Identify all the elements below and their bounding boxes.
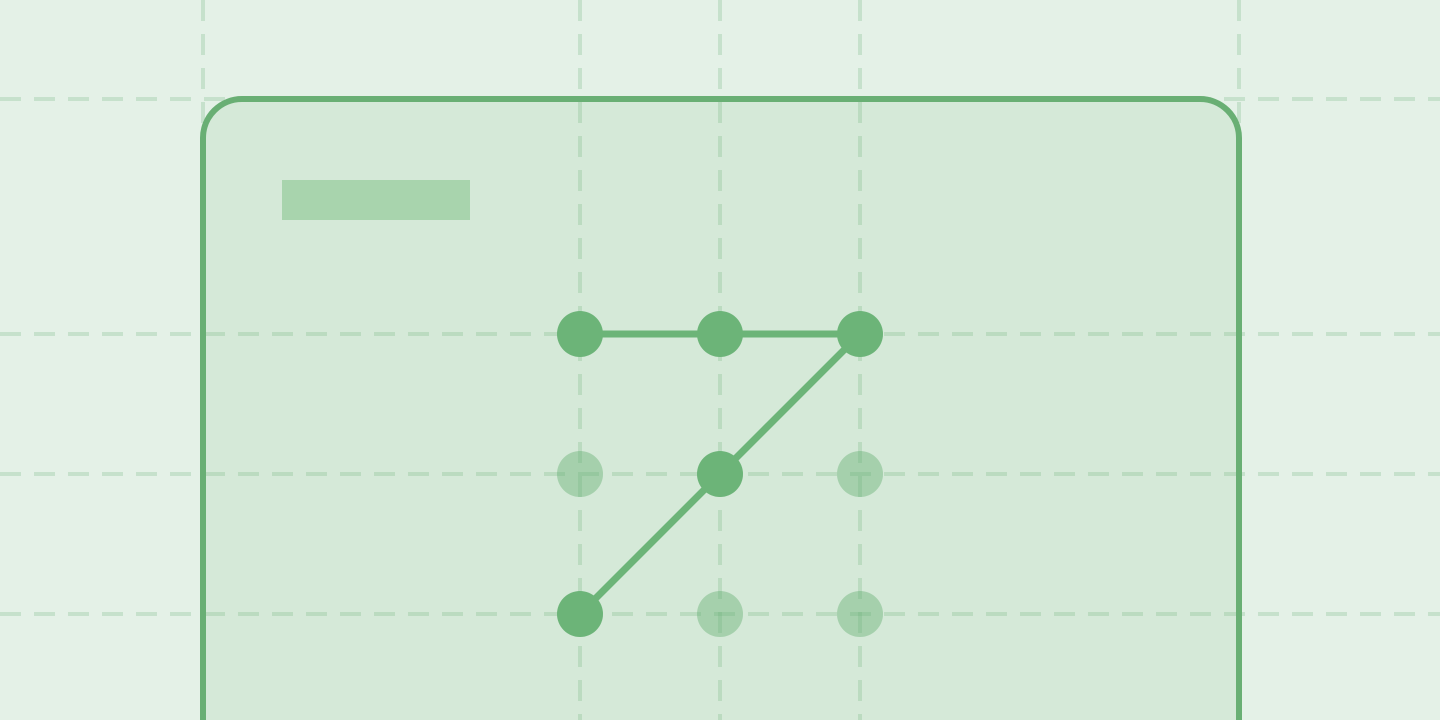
pattern-dot-active-r1c1[interactable] bbox=[697, 451, 743, 497]
pattern-dot-inactive-r2c1[interactable] bbox=[697, 591, 743, 637]
pattern-dot-active-r0c2[interactable] bbox=[837, 311, 883, 357]
pattern-dot-inactive-r1c2[interactable] bbox=[837, 451, 883, 497]
pattern-dot-inactive-r2c2[interactable] bbox=[837, 591, 883, 637]
pattern-dot-active-r0c0[interactable] bbox=[557, 311, 603, 357]
title-placeholder-bar bbox=[282, 180, 470, 220]
pattern-dot-inactive-r1c0[interactable] bbox=[557, 451, 603, 497]
pattern-dot-active-r0c1[interactable] bbox=[697, 311, 743, 357]
pattern-dot-active-r2c0[interactable] bbox=[557, 591, 603, 637]
